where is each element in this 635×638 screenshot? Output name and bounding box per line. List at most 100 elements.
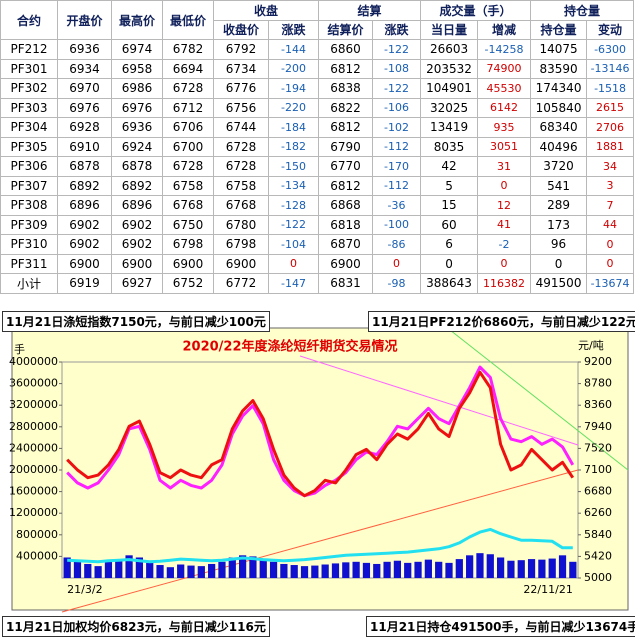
- table-cell: 31: [477, 156, 532, 177]
- header-cell: 收盘价: [213, 19, 269, 40]
- bar: [331, 563, 340, 578]
- table-cell: 6812: [318, 175, 374, 196]
- note: 11月21日涤短指数7150元，与前日减少100元: [2, 311, 270, 332]
- table-cell: PF301: [0, 58, 58, 79]
- table-row: PF308 6896 6896 6768 6768 -128 6868 -36 15 12 289 7: [0, 195, 635, 216]
- table-cell: -122: [267, 214, 320, 235]
- trend-line: [299, 355, 579, 446]
- table-cell: PF307: [0, 175, 58, 196]
- table-row: PF303 6976 6976 6712 6756 -220 6822 -106 32025 61…: [0, 97, 635, 118]
- table-cell: 6831: [318, 273, 374, 294]
- table-cell: 6694: [162, 58, 214, 79]
- bar: [455, 559, 463, 578]
- table-cell: -1518: [586, 78, 635, 99]
- bar: [569, 561, 577, 578]
- table-cell: -86: [372, 234, 422, 255]
- table-cell: 6798: [162, 234, 214, 255]
- table-cell: 6927: [111, 273, 163, 294]
- table-cell: 6936: [111, 117, 163, 138]
- y2-tick-label: 6260: [584, 506, 612, 519]
- bar: [73, 561, 82, 578]
- bar: [362, 562, 371, 578]
- bar: [383, 561, 391, 578]
- y2-axis-label: 元/吨: [578, 339, 604, 352]
- y-axis-label: 手: [14, 342, 25, 356]
- table-cell: 6768: [213, 195, 269, 216]
- bar: [177, 564, 185, 578]
- table-cell: -150: [267, 156, 320, 177]
- header-cell: 变动: [586, 19, 635, 40]
- header-cell: 开盘价: [57, 0, 112, 40]
- table-cell: 6868: [318, 195, 374, 216]
- table-cell: -182: [267, 136, 320, 157]
- table-cell: PF311: [0, 253, 58, 274]
- bar: [466, 555, 474, 578]
- table-cell: -128: [267, 195, 320, 216]
- line: [66, 370, 575, 498]
- table-cell: 388643: [420, 273, 479, 294]
- table-cell: 6734: [213, 58, 269, 79]
- table-cell: 小计: [0, 273, 58, 294]
- bar: [496, 557, 505, 578]
- table-cell: 491500: [530, 273, 588, 294]
- header-cell: 最低价: [162, 0, 214, 40]
- note: 11月21日加权均价6823元，与前日减少116元: [2, 616, 270, 637]
- table-cell: 6818: [318, 214, 374, 235]
- y2-tick-label: 8360: [584, 398, 612, 411]
- table-cell: 8035: [420, 136, 479, 157]
- table-cell: 13419: [420, 117, 479, 138]
- table-cell: 6776: [213, 78, 269, 99]
- table-cell: PF212: [0, 39, 58, 60]
- table-cell: 174340: [530, 78, 588, 99]
- table-cell: PF302: [0, 78, 58, 99]
- bar: [538, 559, 546, 578]
- table-cell: 116382: [477, 273, 532, 294]
- table-cell: 6892: [111, 175, 163, 196]
- y2-tick-label: 5000: [584, 571, 612, 584]
- y2-tick-label: 5840: [584, 528, 612, 541]
- y-tick-label: 4000000: [9, 355, 58, 368]
- table-cell: 12: [477, 195, 532, 216]
- table-cell: PF303: [0, 97, 58, 118]
- header-row: 收盘价 涨跌 结算价 涨跌 当日量 增减 持仓量 变动: [1, 19, 635, 40]
- bar: [373, 563, 381, 578]
- table-cell: 6934: [57, 58, 112, 79]
- bar: [115, 559, 123, 578]
- table-cell: 289: [530, 195, 588, 216]
- table-cell: 26603: [420, 39, 479, 60]
- y2-tick-label: 7520: [584, 441, 612, 454]
- bar: [135, 557, 144, 578]
- bar: [311, 565, 319, 578]
- table-cell: 41: [477, 214, 532, 235]
- table-cell: 2615: [586, 97, 635, 118]
- table-cell: 6878: [111, 156, 163, 177]
- table-cell: 6896: [57, 195, 112, 216]
- bar: [290, 565, 298, 578]
- table-row: PF309 6902 6902 6750 6780 -122 6818 -100 60 41 173…: [0, 214, 635, 235]
- bar: [156, 565, 164, 578]
- bar: [352, 561, 360, 578]
- table-cell: -14258: [477, 39, 532, 60]
- table-cell: 6878: [57, 156, 112, 177]
- bar: [445, 562, 453, 578]
- bar: [476, 553, 484, 578]
- y-tick-label: 3600000: [9, 377, 58, 390]
- y-tick-label: 2000000: [9, 463, 58, 476]
- y-tick-label: 3200000: [9, 398, 58, 411]
- table-row: 小计 6919 6927 6752 6772 -147 6831 -98 388643 11638…: [0, 273, 635, 294]
- table-cell: 6772: [213, 273, 269, 294]
- table-cell: 6792: [213, 39, 269, 60]
- bar: [238, 555, 247, 578]
- table-cell: 6758: [213, 175, 269, 196]
- table-cell: -194: [267, 78, 320, 99]
- line: [67, 527, 573, 564]
- x-tick-label: 22/11/21: [523, 583, 572, 596]
- bar: [228, 557, 236, 578]
- trend-line: [449, 329, 629, 471]
- y-tick-label: 2400000: [9, 441, 58, 454]
- header-cell: 当日量: [420, 19, 479, 40]
- trend-line: [61, 469, 579, 613]
- bar: [300, 566, 309, 578]
